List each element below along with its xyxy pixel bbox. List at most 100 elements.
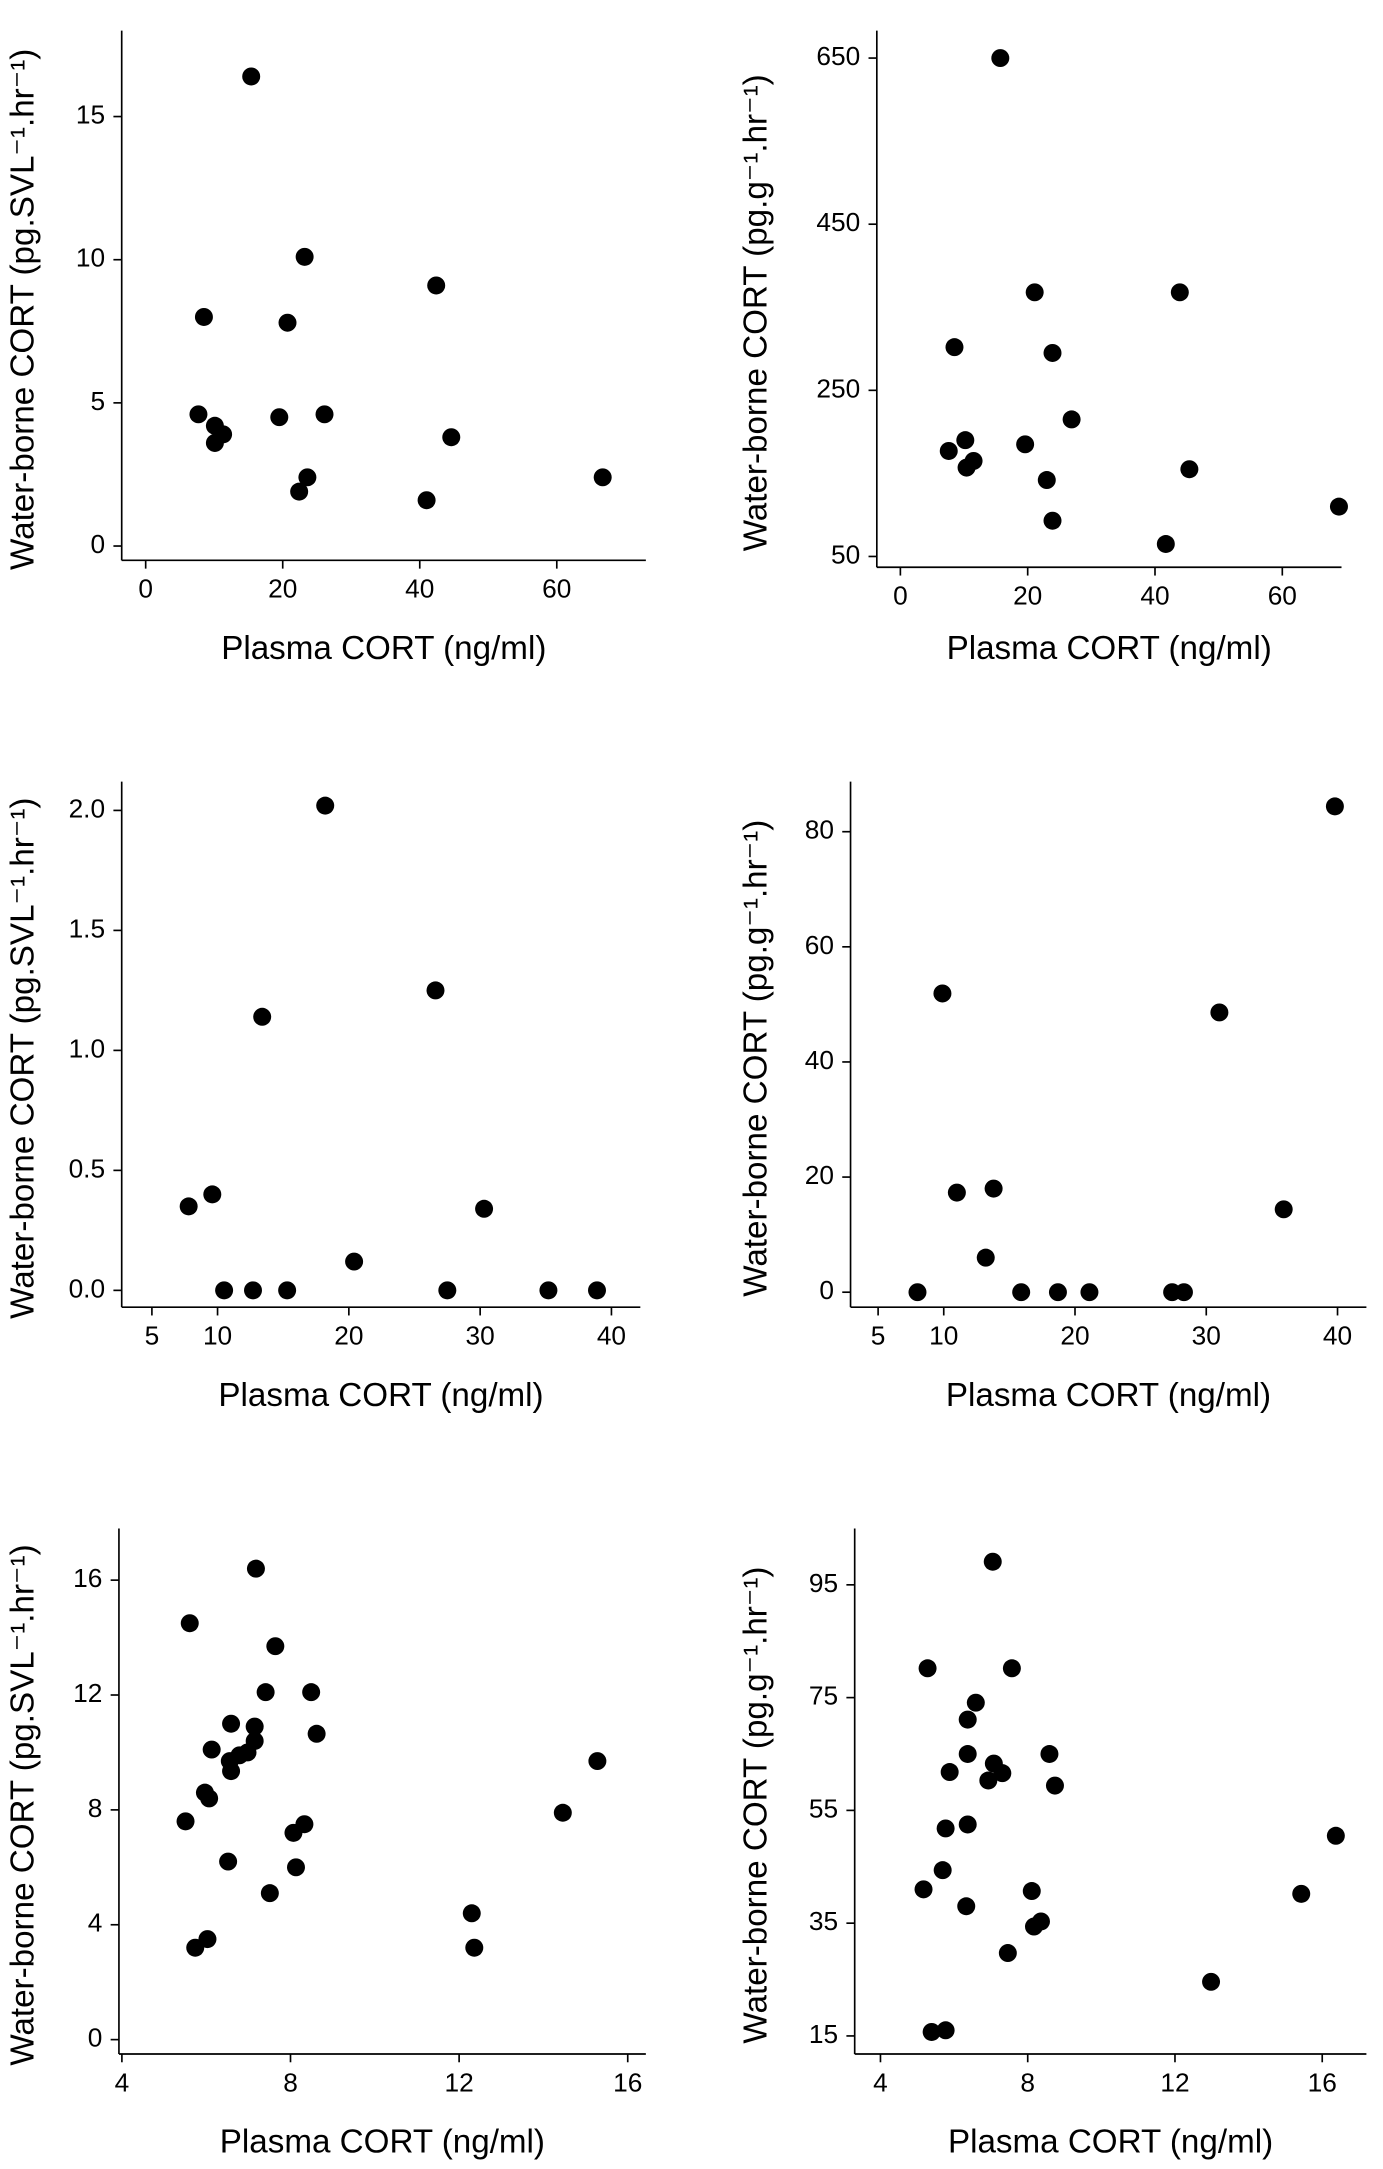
point bbox=[1292, 1884, 1311, 1903]
point bbox=[998, 1944, 1017, 1963]
y-tick-label: 1.5 bbox=[69, 913, 106, 943]
point bbox=[176, 1812, 195, 1831]
y-tick-label: 50 bbox=[831, 539, 860, 569]
y-tick-label: 4 bbox=[88, 1908, 103, 1938]
y-tick-label: 0 bbox=[819, 1275, 834, 1305]
point bbox=[958, 1710, 977, 1729]
point bbox=[316, 796, 335, 815]
point bbox=[200, 1789, 219, 1808]
x-tick-label: 40 bbox=[597, 1321, 626, 1351]
point bbox=[215, 1281, 234, 1300]
point bbox=[438, 1281, 457, 1300]
x-tick-label: 20 bbox=[1060, 1321, 1089, 1351]
point bbox=[1174, 1283, 1193, 1302]
x-tick-label: 12 bbox=[1160, 2067, 1189, 2097]
point bbox=[593, 468, 612, 487]
point bbox=[1170, 283, 1189, 302]
y-axis-title: Water-borne CORT (pg.g⁻¹.hr⁻¹) bbox=[738, 1567, 775, 2044]
point bbox=[908, 1283, 927, 1302]
point bbox=[298, 468, 317, 487]
point bbox=[1043, 511, 1062, 530]
point bbox=[918, 1659, 937, 1678]
x-axis-title: Plasma CORT (ng/ml) bbox=[947, 630, 1272, 667]
x-tick-label: 16 bbox=[613, 2067, 642, 2097]
point bbox=[475, 1199, 494, 1218]
point bbox=[936, 1819, 955, 1838]
point bbox=[260, 1884, 279, 1903]
x-axis-title: Plasma CORT (ng/ml) bbox=[220, 2124, 545, 2161]
point bbox=[180, 1614, 199, 1633]
point bbox=[1325, 797, 1344, 816]
x-tick-label: 16 bbox=[1308, 2067, 1337, 2097]
point bbox=[426, 981, 445, 1000]
y-tick-label: 0 bbox=[90, 529, 105, 559]
x-tick-label: 0 bbox=[893, 581, 908, 611]
x-tick-label: 30 bbox=[1192, 1321, 1221, 1351]
x-tick-label: 40 bbox=[405, 574, 434, 604]
y-tick-label: 0 bbox=[88, 2023, 103, 2053]
x-axis-title: Plasma CORT (ng/ml) bbox=[946, 1377, 1271, 1414]
point bbox=[957, 458, 976, 477]
y-tick-label: 40 bbox=[805, 1045, 834, 1075]
point bbox=[256, 1683, 275, 1702]
x-axis-title: Plasma CORT (ng/ml) bbox=[221, 630, 546, 667]
y-tick-label: 16 bbox=[73, 1563, 102, 1593]
point bbox=[222, 1762, 241, 1781]
point bbox=[202, 1740, 221, 1759]
point bbox=[993, 1764, 1012, 1783]
y-tick-label: 20 bbox=[805, 1160, 834, 1190]
point bbox=[1024, 1917, 1043, 1936]
y-axis-title: Water-borne CORT (pg.g⁻¹.hr⁻¹) bbox=[738, 820, 775, 1297]
point bbox=[1025, 283, 1044, 302]
point bbox=[1043, 343, 1062, 362]
point bbox=[539, 1281, 558, 1300]
point bbox=[284, 1823, 303, 1842]
point bbox=[984, 1179, 1003, 1198]
point bbox=[976, 1248, 995, 1267]
x-tick-label: 5 bbox=[145, 1321, 160, 1351]
x-tick-label: 60 bbox=[1268, 581, 1297, 611]
point bbox=[588, 1281, 606, 1300]
point bbox=[1080, 1283, 1099, 1302]
point bbox=[983, 1552, 1002, 1571]
point bbox=[1156, 535, 1175, 553]
y-tick-label: 75 bbox=[809, 1681, 838, 1711]
y-tick-label: 55 bbox=[809, 1793, 838, 1823]
point bbox=[1326, 1826, 1345, 1845]
point bbox=[246, 1559, 265, 1578]
point bbox=[186, 1938, 205, 1957]
x-tick-label: 40 bbox=[1140, 581, 1169, 611]
point bbox=[219, 1852, 238, 1871]
point bbox=[958, 1815, 977, 1834]
y-tick-label: 5 bbox=[90, 386, 105, 416]
x-tick-label: 20 bbox=[1013, 581, 1042, 611]
point bbox=[205, 433, 224, 452]
point bbox=[278, 313, 297, 332]
point bbox=[1274, 1200, 1293, 1219]
x-axis-title: Plasma CORT (ng/ml) bbox=[948, 2124, 1273, 2161]
x-axis-title: Plasma CORT (ng/ml) bbox=[218, 1377, 543, 1414]
point bbox=[203, 1185, 222, 1204]
y-axis-title: Water-borne CORT (pg.SVL⁻¹.hr⁻¹) bbox=[5, 1544, 42, 2065]
point bbox=[270, 408, 289, 427]
y-tick-label: 1.0 bbox=[69, 1033, 106, 1063]
point bbox=[245, 1717, 264, 1736]
point bbox=[933, 984, 952, 1003]
point bbox=[1045, 1776, 1064, 1795]
x-tick-label: 60 bbox=[542, 574, 571, 604]
point bbox=[553, 1803, 572, 1822]
point bbox=[947, 1183, 966, 1202]
point bbox=[315, 405, 334, 424]
point bbox=[189, 405, 208, 424]
y-tick-label: 15 bbox=[76, 99, 105, 129]
y-axis-title: Water-borne CORT (pg.SVL⁻¹.hr⁻¹) bbox=[5, 798, 42, 1319]
point bbox=[1329, 497, 1348, 516]
point bbox=[991, 49, 1010, 68]
y-tick-label: 10 bbox=[76, 243, 105, 273]
point bbox=[956, 431, 975, 450]
point bbox=[1202, 1972, 1221, 1991]
y-tick-label: 650 bbox=[816, 41, 860, 71]
point bbox=[222, 1714, 241, 1733]
